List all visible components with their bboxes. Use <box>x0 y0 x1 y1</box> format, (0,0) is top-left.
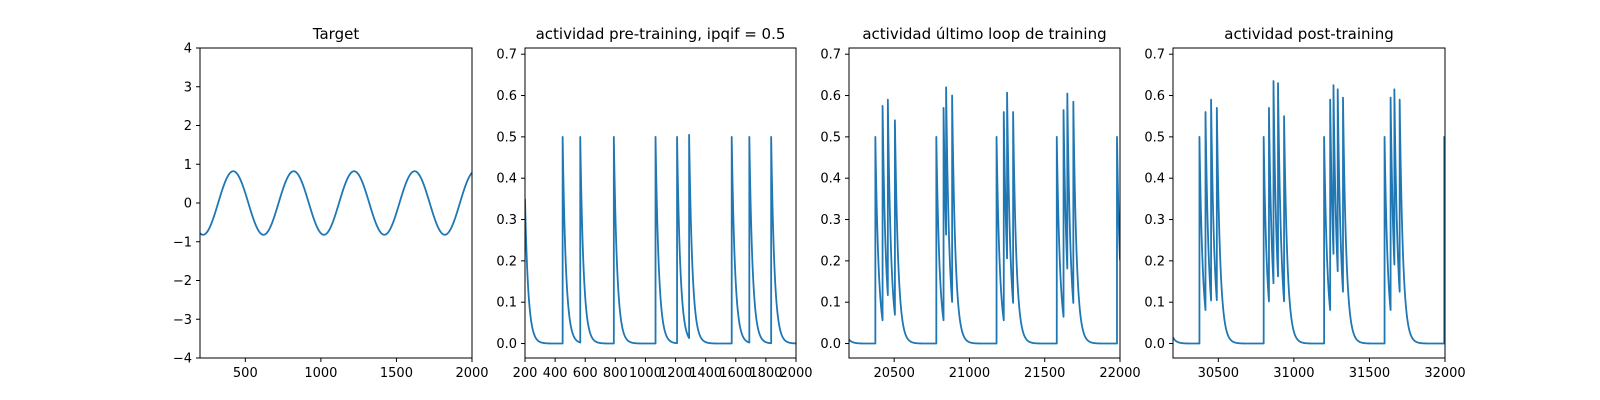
y-tick-label: 0.6 <box>496 89 517 104</box>
x-tick-label: 31500 <box>1349 366 1390 381</box>
x-tick-label: 400 <box>543 366 568 381</box>
y-tick-label: 0.1 <box>1144 296 1165 311</box>
x-tick-label: 1800 <box>749 366 782 381</box>
x-tick-label: 1400 <box>689 366 722 381</box>
x-tick-label: 1600 <box>719 366 752 381</box>
chart-title: Target <box>312 25 360 43</box>
chart-title: actividad último loop de training <box>862 25 1106 43</box>
x-tick-label: 21500 <box>1024 366 1065 381</box>
x-tick-label: 800 <box>603 366 628 381</box>
axes-frame <box>1172 47 1446 359</box>
y-tick-label: 0.6 <box>820 89 841 104</box>
y-tick-label: −2 <box>173 274 192 289</box>
y-tick-label: 0.4 <box>496 172 517 187</box>
x-tick-label: 500 <box>233 366 258 381</box>
chart-title: actividad pre-training, ipqif = 0.5 <box>536 25 786 43</box>
chart-panel-3: 20500 21000 21500 22000 0.0 0.1 0.2 0.3 0.4 0.5 0.… <box>820 25 1140 381</box>
y-tick-label: 0.2 <box>496 254 517 269</box>
y-tick-label: 0.0 <box>496 337 517 352</box>
y-tick-label: 0.3 <box>496 213 517 228</box>
series-line-1 <box>849 86 1120 345</box>
y-tick-label: 2 <box>184 119 192 134</box>
axes-frame <box>848 47 1121 359</box>
y-tick-label: 0.5 <box>1144 130 1165 145</box>
y-tick-label: 1 <box>184 158 192 173</box>
y-tick-label: 0.5 <box>820 130 841 145</box>
x-tick-label: 1000 <box>629 366 662 381</box>
chart-title: actividad post-training <box>1224 25 1393 43</box>
x-tick-label: 2000 <box>455 366 488 381</box>
x-tick-label: 600 <box>573 366 598 381</box>
y-tick-label: 0.3 <box>820 213 841 228</box>
x-tick-label: 22000 <box>1099 366 1140 381</box>
x-tick-label: 200 <box>513 366 538 381</box>
y-tick-label: 0.3 <box>1144 213 1165 228</box>
x-tick-label: 20500 <box>873 366 914 381</box>
chart-panel-4: 30500 31000 31500 32000 0.0 0.1 0.2 0.3 0.4 0.5 0.… <box>1144 25 1465 381</box>
series-line-1 <box>1173 80 1445 345</box>
x-tick-label: 31000 <box>1273 366 1314 381</box>
y-tick-label: −1 <box>173 235 192 250</box>
y-tick-label: 0.0 <box>820 337 841 352</box>
y-tick-label: 0.4 <box>1144 172 1165 187</box>
y-tick-label: 0.7 <box>820 48 841 63</box>
x-tick-label: 32000 <box>1424 366 1465 381</box>
x-tick-label: 30500 <box>1198 366 1239 381</box>
y-tick-label: −3 <box>173 313 192 328</box>
y-tick-label: 4 <box>184 42 192 57</box>
y-tick-label: 0.5 <box>496 130 517 145</box>
y-tick-label: 0 <box>184 197 192 212</box>
chart-panel-1: 500 1000 1500 2000 −4 −3 −2 −1 0 1 2 3 4 Target <box>173 25 489 381</box>
x-tick-label: 1500 <box>380 366 413 381</box>
series-line-1 <box>200 170 472 236</box>
y-tick-label: 0.1 <box>496 296 517 311</box>
y-tick-label: 3 <box>184 80 192 95</box>
x-tick-label: 2000 <box>779 366 812 381</box>
axes-frame <box>524 47 797 359</box>
y-tick-label: −4 <box>173 352 192 367</box>
y-tick-label: 0.2 <box>1144 254 1165 269</box>
y-tick-label: 0.4 <box>820 172 841 187</box>
x-tick-label: 21000 <box>949 366 990 381</box>
series-line-1 <box>525 133 796 345</box>
y-tick-label: 0.0 <box>1144 337 1165 352</box>
y-tick-label: 0.7 <box>1144 48 1165 63</box>
y-tick-label: 0.1 <box>820 296 841 311</box>
x-tick-label: 1200 <box>659 366 692 381</box>
x-tick-label: 1000 <box>304 366 337 381</box>
y-tick-label: 0.2 <box>820 254 841 269</box>
y-tick-label: 0.7 <box>496 48 517 63</box>
y-tick-label: 0.6 <box>1144 89 1165 104</box>
